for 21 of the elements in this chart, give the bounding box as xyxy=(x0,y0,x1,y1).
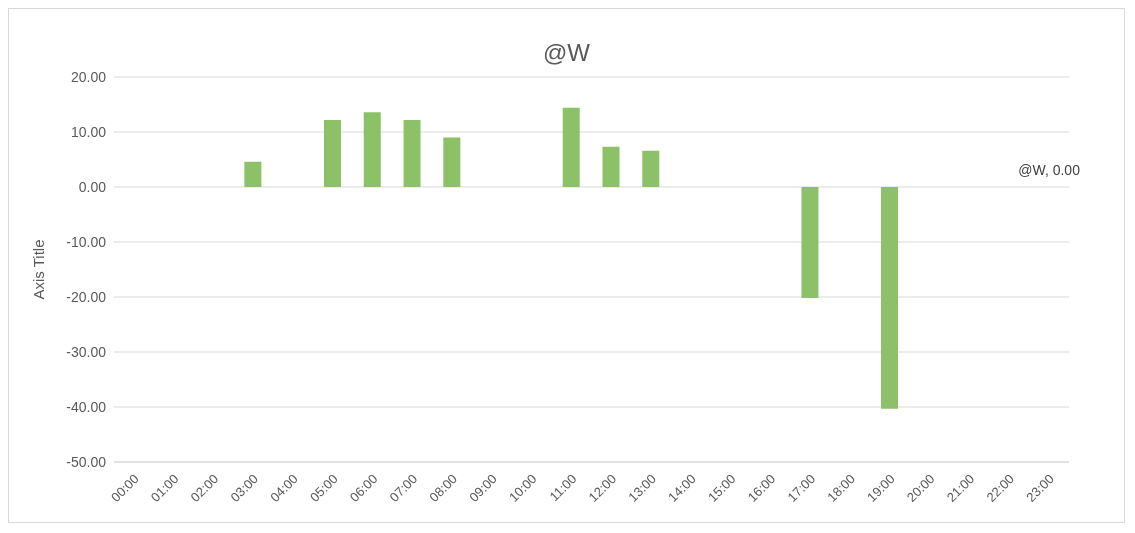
bar xyxy=(801,187,819,299)
y-tick-label: -10.00 xyxy=(66,233,107,250)
annotation: @W, 0.00 xyxy=(1018,162,1081,178)
y-tick-label: -40.00 xyxy=(66,398,107,415)
bar xyxy=(642,150,660,187)
y-tick-label: 10.00 xyxy=(70,123,107,140)
bar xyxy=(562,107,580,187)
bar xyxy=(403,119,421,187)
bar xyxy=(363,112,381,187)
y-tick-label: -50.00 xyxy=(66,453,107,470)
bar xyxy=(323,119,341,187)
y-tick-label: 20.00 xyxy=(70,68,107,85)
chart-title: @W xyxy=(542,39,591,67)
y-tick-label: -30.00 xyxy=(66,343,107,360)
bar xyxy=(443,137,461,187)
bar xyxy=(881,187,899,409)
bar xyxy=(244,161,262,187)
bar xyxy=(602,146,620,187)
y-axis-title: Axis Title xyxy=(30,239,48,300)
y-tick-label: -20.00 xyxy=(66,288,107,305)
y-tick-label: 0.00 xyxy=(78,178,107,195)
